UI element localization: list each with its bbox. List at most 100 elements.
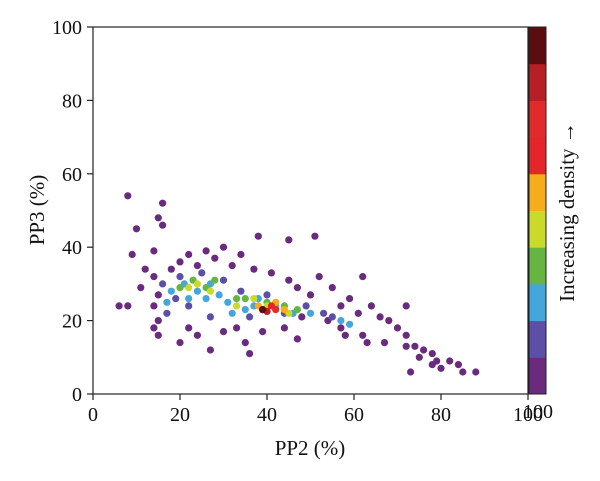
- colorbar-segment: [529, 137, 546, 175]
- data-point: [302, 302, 310, 310]
- data-point: [224, 298, 232, 306]
- data-point: [420, 346, 428, 354]
- data-point: [428, 350, 436, 358]
- data-point: [193, 287, 201, 295]
- data-point: [206, 346, 214, 354]
- data-point: [159, 280, 167, 288]
- scatter-points: [115, 192, 480, 376]
- data-point: [298, 313, 306, 321]
- data-point: [150, 247, 158, 255]
- data-point: [219, 276, 228, 284]
- data-point: [150, 273, 158, 281]
- data-point: [346, 320, 354, 328]
- data-point: [237, 250, 245, 259]
- plot-area-frame: [92, 26, 529, 395]
- data-point: [446, 357, 454, 365]
- data-point: [211, 276, 219, 284]
- data-point: [150, 324, 158, 332]
- data-point: [259, 306, 267, 314]
- data-point: [402, 302, 410, 310]
- data-point: [337, 324, 345, 332]
- data-point: [359, 331, 367, 339]
- data-point: [202, 247, 210, 255]
- data-point: [346, 295, 354, 303]
- data-point: [154, 214, 162, 222]
- data-point: [228, 262, 236, 270]
- data-point: [367, 302, 375, 310]
- data-point: [241, 295, 249, 303]
- colorbar-segment: [529, 320, 546, 358]
- data-point: [137, 284, 145, 292]
- colorbar-segment: [529, 100, 546, 138]
- x-axis-ticks: 0 20 40 60 80 100: [88, 394, 543, 426]
- x-tick-label: 100: [513, 404, 543, 426]
- data-point: [206, 287, 214, 295]
- data-point: [246, 350, 254, 358]
- data-point: [154, 291, 162, 299]
- colorbar-frame: [528, 26, 547, 395]
- data-point: [385, 317, 393, 325]
- density-colorbar: [529, 27, 546, 395]
- data-point: [167, 287, 175, 295]
- data-point: [376, 313, 384, 321]
- data-point: [254, 232, 262, 240]
- data-point: [215, 291, 223, 299]
- data-point: [459, 368, 467, 376]
- data-point: [328, 284, 336, 292]
- data-point: [411, 342, 419, 350]
- data-point: [454, 361, 462, 369]
- y-tick-label: 60: [62, 164, 82, 186]
- data-point: [320, 309, 328, 317]
- x-tick-label: 0: [88, 404, 98, 426]
- data-point: [211, 254, 219, 262]
- data-point: [176, 339, 184, 347]
- data-point: [337, 317, 345, 325]
- data-point: [328, 313, 336, 321]
- data-point: [233, 302, 241, 310]
- data-point: [193, 331, 201, 339]
- data-point: [124, 192, 132, 200]
- colorbar-segment: [529, 357, 546, 395]
- data-point: [402, 342, 410, 350]
- colorbar-segment: [529, 173, 546, 211]
- data-point: [246, 313, 254, 321]
- colorbar-label: Increasing density →: [555, 122, 579, 302]
- data-point: [141, 265, 149, 273]
- x-tick-label: 80: [431, 404, 451, 426]
- colorbar-max-label: 100: [523, 401, 553, 423]
- data-point: [167, 265, 175, 273]
- data-point: [285, 236, 293, 244]
- data-point: [293, 284, 301, 292]
- colorbar-segment: [529, 247, 546, 285]
- data-point: [250, 265, 258, 273]
- data-point: [437, 364, 445, 372]
- data-point: [250, 295, 258, 303]
- data-point: [237, 287, 245, 295]
- data-point: [402, 331, 410, 339]
- data-point: [354, 309, 362, 317]
- data-point: [393, 324, 402, 332]
- data-point: [280, 324, 288, 332]
- data-point: [176, 273, 184, 281]
- data-point: [306, 291, 315, 299]
- data-point: [241, 306, 249, 314]
- data-point: [428, 361, 436, 369]
- data-point: [176, 258, 184, 266]
- data-point: [306, 309, 315, 317]
- data-point: [315, 273, 323, 281]
- data-point: [193, 262, 201, 270]
- data-point: [159, 221, 167, 229]
- data-point: [472, 368, 480, 376]
- data-point: [233, 324, 241, 332]
- data-point: [363, 339, 371, 347]
- data-point: [150, 302, 158, 310]
- y-tick-label: 40: [62, 237, 82, 259]
- y-tick-label: 100: [52, 17, 82, 39]
- data-point: [219, 328, 228, 336]
- data-point: [228, 309, 236, 317]
- data-point: [293, 306, 301, 314]
- data-point: [267, 269, 275, 277]
- data-point: [233, 295, 241, 303]
- data-point: [202, 295, 210, 303]
